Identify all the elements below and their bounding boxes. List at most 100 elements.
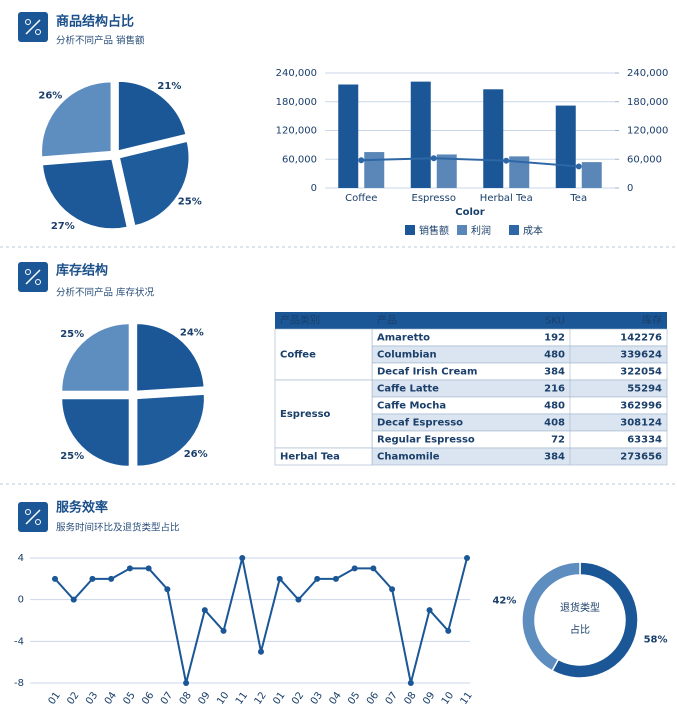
y-tick-label: 0 xyxy=(18,595,24,606)
table-group-cell xyxy=(274,379,373,449)
table-cell: Coffee xyxy=(280,350,316,361)
pie-slice xyxy=(60,322,131,393)
x-tick-label: 04 xyxy=(103,690,119,707)
line-point xyxy=(332,575,339,582)
x-tick-label: 05 xyxy=(122,690,138,707)
table-group-cell xyxy=(274,447,373,466)
y-tick-label: 60,000 xyxy=(282,154,317,165)
table-cell: Caffe Mocha xyxy=(377,401,446,412)
table-cell: 384 xyxy=(544,367,565,378)
x-tick-label: 12 xyxy=(253,690,269,707)
line-point xyxy=(108,575,115,582)
x-tick-label: Tea xyxy=(569,193,587,204)
value-label: 21% xyxy=(157,81,181,92)
line-point xyxy=(575,163,582,170)
line-point xyxy=(445,627,452,634)
table-cell: 480 xyxy=(544,350,565,361)
y-tick-label: 120,000 xyxy=(276,126,317,137)
table-cell: 322054 xyxy=(620,367,662,378)
donut-title: 占比 xyxy=(570,623,590,636)
pie-slice xyxy=(40,80,113,158)
section-subtitle: 分析不同产品 库存状况 xyxy=(56,287,155,299)
x-tick-label: 03 xyxy=(309,690,325,707)
value-label: 27% xyxy=(51,221,75,232)
table-cell: Espresso xyxy=(280,409,331,420)
x-tick-label: Herbal Tea xyxy=(480,193,533,204)
line-point xyxy=(145,565,152,572)
table-cell: 308124 xyxy=(620,418,662,429)
line-point xyxy=(201,607,208,614)
donut-title: 退货类型 xyxy=(560,601,600,614)
pie-slice xyxy=(135,393,206,468)
legend-label: 销售额 xyxy=(419,224,449,237)
donut-slice xyxy=(521,561,581,672)
x-tick-label: 10 xyxy=(440,690,456,707)
x-tick-label: Coffee xyxy=(345,193,377,204)
section-icon xyxy=(18,12,48,42)
table-header: 库存 xyxy=(642,314,662,327)
x-tick-label: 10 xyxy=(215,690,231,707)
line-point xyxy=(276,575,283,582)
value-label: 25% xyxy=(178,196,202,207)
table-cell: 55294 xyxy=(627,384,662,395)
table-cell: Chamomile xyxy=(377,452,440,463)
table-group-cell xyxy=(274,328,373,381)
y-tick-label: -8 xyxy=(14,678,24,689)
x-axis-title: Color xyxy=(455,207,485,218)
line-point xyxy=(89,575,96,582)
donut-slice xyxy=(551,561,639,679)
table-header: SKU xyxy=(545,316,565,327)
x-tick-label: 08 xyxy=(178,690,194,707)
legend-swatch xyxy=(457,225,467,235)
line-point xyxy=(430,155,437,162)
line-point xyxy=(314,575,321,582)
line-point xyxy=(295,596,302,603)
x-tick-label: 09 xyxy=(196,690,212,707)
pie-slice xyxy=(60,397,131,468)
table-cell: Amaretto xyxy=(377,333,430,344)
x-tick-label: 07 xyxy=(159,690,175,707)
table-cell: 408 xyxy=(544,418,565,429)
line-point xyxy=(258,648,264,655)
line-series xyxy=(54,557,468,684)
pie-slice xyxy=(118,140,190,227)
section-icon xyxy=(18,502,48,532)
x-tick-label: 08 xyxy=(402,690,418,707)
value-label: 26% xyxy=(38,90,62,101)
line-point xyxy=(52,575,58,582)
line-point xyxy=(426,607,433,614)
section-title: 服务效率 xyxy=(56,500,108,516)
value-label: 25% xyxy=(60,451,84,462)
table-cell: 480 xyxy=(544,401,565,412)
section-icon xyxy=(18,262,48,292)
table-cell: 63334 xyxy=(627,435,662,446)
legend-label: 成本 xyxy=(523,224,543,237)
table-header: 产品 xyxy=(377,314,397,327)
bar xyxy=(364,152,385,188)
bar xyxy=(509,156,530,188)
x-tick-label: 06 xyxy=(365,690,381,707)
table-cell: 192 xyxy=(544,333,565,344)
line-point xyxy=(370,565,377,572)
y2-tick-label: 60,000 xyxy=(627,154,662,165)
bar xyxy=(436,154,457,188)
y-tick-label: 240,000 xyxy=(276,68,317,79)
section-title: 库存结构 xyxy=(56,263,108,279)
y2-tick-label: 240,000 xyxy=(627,68,668,79)
pie-slice xyxy=(117,80,188,153)
pie-slice xyxy=(41,158,129,230)
x-tick-label: Espresso xyxy=(412,193,456,204)
table-header-bg xyxy=(275,312,667,329)
table-cell: Herbal Tea xyxy=(280,452,340,463)
line-point xyxy=(464,555,470,561)
line-point xyxy=(503,157,510,164)
line-series xyxy=(361,157,579,168)
value-label: 25% xyxy=(60,329,84,340)
line-point xyxy=(351,565,358,572)
x-tick-label: 09 xyxy=(421,690,437,707)
line-point xyxy=(183,680,190,686)
y-tick-label: 4 xyxy=(18,553,24,564)
value-label: 58% xyxy=(644,634,668,645)
table-cell: 273656 xyxy=(620,452,662,463)
